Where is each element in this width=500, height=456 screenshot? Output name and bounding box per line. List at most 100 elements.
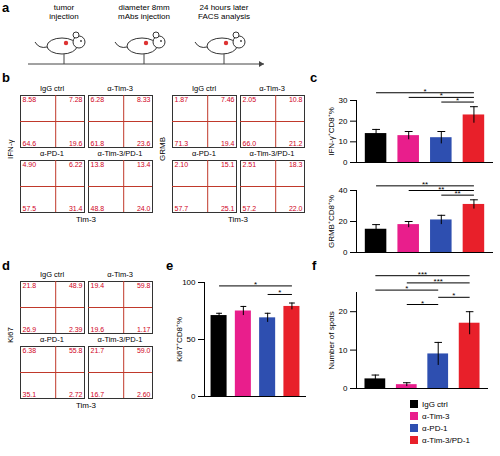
svg-text:61.8: 61.8: [91, 140, 105, 147]
svg-text:0: 0: [343, 158, 348, 167]
svg-text:31.4: 31.4: [69, 205, 83, 212]
svg-text:19.4: 19.4: [91, 282, 105, 289]
svg-text:10: 10: [339, 346, 348, 355]
html-text:α-Tim-3: α-Tim-3: [259, 84, 285, 93]
svg-text:26.9: 26.9: [23, 326, 37, 333]
svg-text:**: **: [422, 180, 428, 189]
svg-text:59.0: 59.0: [137, 347, 151, 354]
html-text:α-Tim-3/PD-1: α-Tim-3/PD-1: [97, 149, 143, 158]
svg-text:23.6: 23.6: [137, 140, 151, 147]
svg-text:21.2: 21.2: [289, 140, 303, 147]
html-text:IgG ctrl: IgG ctrl: [39, 84, 65, 93]
svg-text:diameter 8mm: diameter 8mm: [118, 3, 169, 12]
html-text:Tim-3: Tim-3: [75, 215, 97, 224]
svg-text:71.3: 71.3: [175, 140, 189, 147]
svg-text:2.72: 2.72: [69, 391, 83, 398]
svg-text:*: *: [405, 284, 408, 293]
svg-text:13.8: 13.8: [91, 161, 105, 168]
html-text:α-Tim-3: α-Tim-3: [107, 84, 133, 93]
svg-text:mAbs injection: mAbs injection: [118, 12, 170, 21]
svg-text:24.0: 24.0: [137, 205, 151, 212]
svg-text:6.22: 6.22: [69, 161, 83, 168]
svg-text:*: *: [456, 96, 459, 105]
html-text:α-Tim-3/PD-1: α-Tim-3/PD-1: [249, 149, 295, 158]
svg-text:20: 20: [339, 117, 348, 126]
svg-text:8.33: 8.33: [137, 96, 151, 103]
svg-text:0: 0: [191, 392, 196, 401]
svg-text:2.60: 2.60: [137, 391, 151, 398]
svg-text:*: *: [421, 299, 424, 308]
svg-text:16.7: 16.7: [91, 391, 105, 398]
svg-text:*: *: [278, 288, 281, 297]
svg-text:2.10: 2.10: [175, 161, 189, 168]
svg-text:IFN-γ⁺CD8⁺%: IFN-γ⁺CD8⁺%: [327, 107, 336, 156]
svg-text:19.4: 19.4: [221, 140, 235, 147]
html-text:α-PD-1: α-PD-1: [422, 423, 448, 433]
html-text:Tim-3: Tim-3: [227, 215, 249, 224]
html-text:α-PD-1: α-PD-1: [40, 149, 64, 158]
svg-text:2.51: 2.51: [243, 161, 257, 168]
svg-text:injection: injection: [49, 12, 78, 21]
svg-text:*: *: [440, 91, 443, 100]
svg-text:64.6: 64.6: [23, 140, 37, 147]
html-text:IFN-γ: IFN-γ: [6, 139, 15, 159]
svg-text:2.05: 2.05: [243, 96, 257, 103]
svg-text:25.1: 25.1: [221, 205, 235, 212]
svg-text:*: *: [452, 291, 455, 300]
html-text:IgG ctrl: IgG ctrl: [191, 84, 217, 93]
svg-text:19.6: 19.6: [91, 326, 105, 333]
svg-text:***: ***: [418, 270, 427, 279]
svg-text:30: 30: [339, 96, 348, 105]
svg-text:15.1: 15.1: [221, 161, 235, 168]
svg-text:57.2: 57.2: [243, 205, 257, 212]
svg-text:**: **: [438, 185, 444, 194]
svg-text:tumor: tumor: [54, 3, 75, 12]
svg-text:1.17: 1.17: [137, 326, 151, 333]
svg-text:19.6: 19.6: [69, 140, 83, 147]
svg-text:8.58: 8.58: [23, 96, 37, 103]
svg-text:21.7: 21.7: [91, 347, 105, 354]
svg-text:57.7: 57.7: [175, 205, 189, 212]
svg-text:GRMB⁺CD8⁺%: GRMB⁺CD8⁺%: [327, 195, 336, 248]
html-text:α-Tim-3/PD-1: α-Tim-3/PD-1: [422, 435, 470, 445]
svg-text:59.8: 59.8: [137, 282, 151, 289]
svg-text:***: ***: [434, 277, 443, 286]
svg-text:*: *: [254, 280, 257, 289]
svg-text:Number of spots: Number of spots: [327, 311, 336, 370]
svg-text:66.0: 66.0: [243, 140, 257, 147]
svg-text:57.5: 57.5: [23, 205, 37, 212]
svg-text:4.90: 4.90: [23, 161, 37, 168]
svg-text:21.8: 21.8: [23, 282, 37, 289]
svg-text:FACS analysis: FACS analysis: [198, 12, 250, 21]
svg-text:2.39: 2.39: [69, 326, 83, 333]
svg-text:24 hours later: 24 hours later: [200, 3, 249, 12]
svg-text:55.8: 55.8: [69, 347, 83, 354]
svg-text:40: 40: [339, 186, 348, 195]
html-text:α-Tim-3: α-Tim-3: [422, 411, 450, 421]
svg-text:100: 100: [182, 278, 196, 287]
svg-text:18.3: 18.3: [289, 161, 303, 168]
svg-text:20: 20: [339, 307, 348, 316]
svg-text:**: **: [455, 189, 461, 198]
svg-text:0: 0: [343, 248, 348, 257]
svg-text:Ki67⁺CD8⁺%: Ki67⁺CD8⁺%: [175, 317, 184, 362]
svg-text:7.28: 7.28: [69, 96, 83, 103]
html-text:α-PD-1: α-PD-1: [192, 149, 216, 158]
svg-text:20: 20: [339, 217, 348, 226]
svg-text:50: 50: [187, 335, 196, 344]
svg-text:35.1: 35.1: [23, 391, 37, 398]
svg-text:0: 0: [343, 384, 348, 393]
svg-text:6.38: 6.38: [23, 347, 37, 354]
svg-text:22.0: 22.0: [289, 205, 303, 212]
svg-text:1.87: 1.87: [175, 96, 189, 103]
svg-text:13.4: 13.4: [137, 161, 151, 168]
svg-text:*: *: [423, 87, 426, 96]
svg-text:7.46: 7.46: [221, 96, 235, 103]
svg-text:10: 10: [339, 137, 348, 146]
html-text:GRMB: GRMB: [158, 137, 167, 161]
svg-text:48.9: 48.9: [69, 282, 83, 289]
html-text:IgG ctrl: IgG ctrl: [422, 399, 448, 409]
svg-text:6.28: 6.28: [91, 96, 105, 103]
svg-text:10.8: 10.8: [289, 96, 303, 103]
svg-text:48.8: 48.8: [91, 205, 105, 212]
